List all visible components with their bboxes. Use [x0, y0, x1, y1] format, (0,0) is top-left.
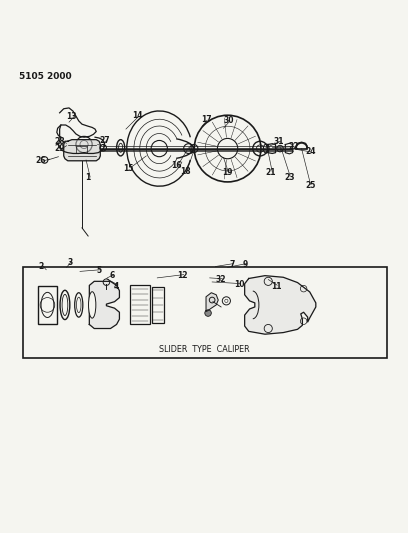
- Text: 19: 19: [222, 168, 233, 177]
- Text: 27: 27: [99, 136, 110, 145]
- Text: 3: 3: [67, 258, 73, 267]
- Text: 15: 15: [124, 164, 134, 173]
- Text: 24: 24: [305, 147, 316, 156]
- Text: 25: 25: [305, 181, 316, 190]
- Circle shape: [205, 310, 211, 316]
- Text: 7: 7: [230, 260, 235, 269]
- Text: 28: 28: [54, 137, 65, 146]
- Text: 21: 21: [266, 168, 276, 176]
- Text: 14: 14: [132, 111, 142, 120]
- Text: 5105 2000: 5105 2000: [19, 72, 72, 81]
- Text: 2: 2: [39, 262, 44, 271]
- Text: 10: 10: [235, 280, 245, 289]
- Text: 11: 11: [271, 281, 282, 290]
- Polygon shape: [64, 140, 100, 161]
- Text: 5: 5: [97, 266, 102, 275]
- Text: 23: 23: [284, 173, 295, 182]
- Text: 18: 18: [180, 167, 191, 176]
- Text: 31: 31: [274, 137, 284, 146]
- Text: 4: 4: [114, 281, 119, 290]
- Text: SLIDER  TYPE  CALIPER: SLIDER TYPE CALIPER: [159, 345, 249, 354]
- Text: 26: 26: [35, 156, 46, 165]
- Text: 6: 6: [110, 271, 115, 280]
- Bar: [152, 287, 164, 323]
- Bar: [130, 285, 149, 325]
- Polygon shape: [206, 293, 218, 311]
- Bar: [38, 286, 57, 324]
- Polygon shape: [89, 281, 120, 328]
- Polygon shape: [245, 276, 316, 334]
- Text: 17: 17: [201, 115, 211, 124]
- Text: 12: 12: [177, 271, 188, 280]
- Text: 9: 9: [243, 260, 248, 269]
- Bar: [76, 146, 87, 154]
- Bar: [23, 266, 387, 358]
- Text: 22: 22: [288, 142, 299, 151]
- Text: 29: 29: [54, 144, 65, 152]
- Text: 13: 13: [67, 111, 77, 120]
- Text: 30: 30: [223, 116, 234, 125]
- Text: 16: 16: [171, 161, 182, 170]
- Text: 32: 32: [216, 275, 226, 284]
- Ellipse shape: [89, 292, 96, 318]
- Text: 1: 1: [86, 173, 91, 182]
